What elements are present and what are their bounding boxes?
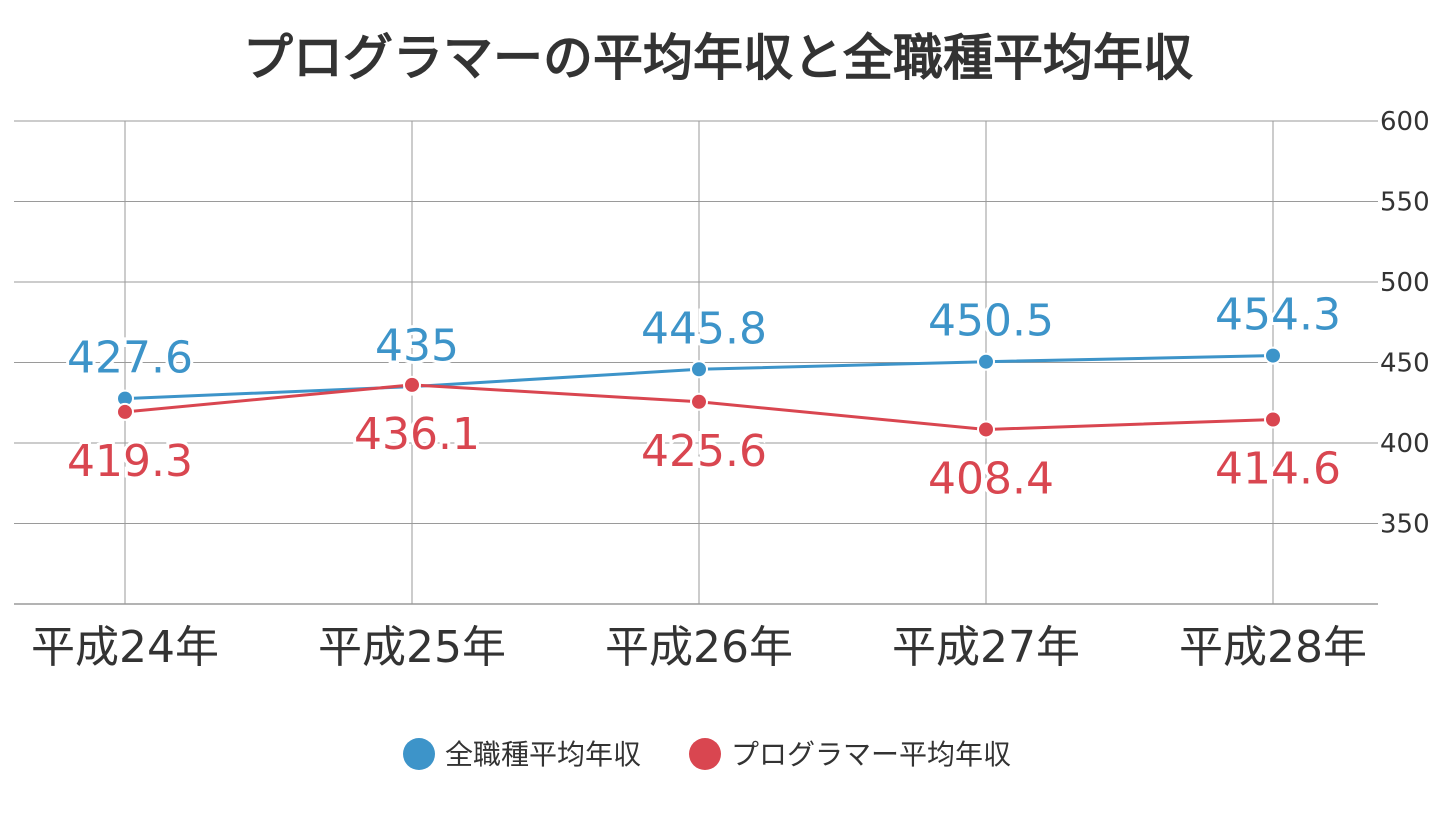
data-label: 427.6 <box>67 333 193 384</box>
data-label: 454.3 <box>1215 290 1341 341</box>
data-label: 419.3 <box>67 436 193 487</box>
y-tick-label: 350 <box>1380 510 1430 540</box>
y-tick-label: 500 <box>1380 268 1430 298</box>
data-label: 408.4 <box>928 453 1054 504</box>
legend: 全職種平均年収 プログラマー平均年収 <box>403 738 1011 771</box>
data-label: 414.6 <box>1215 443 1341 494</box>
x-tick-label: 平成24年 <box>31 622 219 673</box>
y-axis: 350 400 450 500 550 600 <box>1380 107 1430 540</box>
data-label: 445.8 <box>641 303 767 354</box>
grid-lines <box>14 120 1378 605</box>
data-point <box>690 392 708 411</box>
data-point <box>1264 410 1282 429</box>
legend-marker <box>403 738 435 770</box>
data-point <box>690 360 708 379</box>
data-label: 450.5 <box>928 296 1054 347</box>
y-tick-label: 550 <box>1380 188 1430 218</box>
y-tick-label: 450 <box>1380 349 1430 379</box>
legend-marker <box>689 738 721 770</box>
data-label: 425.6 <box>641 426 767 477</box>
x-tick-label: 平成25年 <box>318 622 506 673</box>
data-point <box>403 375 421 394</box>
data-point <box>1264 346 1282 365</box>
chart-title: プログラマーの平均年収と全職種平均年収 <box>243 29 1193 87</box>
legend-label: 全職種平均年収 <box>445 738 641 771</box>
x-tick-label: 平成26年 <box>605 622 793 673</box>
y-tick-label: 400 <box>1380 429 1430 459</box>
x-tick-label: 平成27年 <box>892 622 1080 673</box>
data-label: 436.1 <box>354 409 480 460</box>
series-layer <box>116 346 1282 439</box>
legend-label: プログラマー平均年収 <box>731 738 1011 771</box>
x-tick-label: 平成28年 <box>1179 622 1367 673</box>
data-point <box>116 402 134 421</box>
data-point <box>977 420 995 439</box>
data-labels: 427.6 435 445.8 450.5 454.3 419.3 436.1 425.6 40… <box>64 287 1344 508</box>
x-axis: 平成24年 平成25年 平成26年 平成27年 平成28年 <box>31 622 1367 673</box>
data-label: 435 <box>375 321 459 372</box>
data-point <box>977 352 995 371</box>
y-tick-label: 600 <box>1380 107 1430 137</box>
